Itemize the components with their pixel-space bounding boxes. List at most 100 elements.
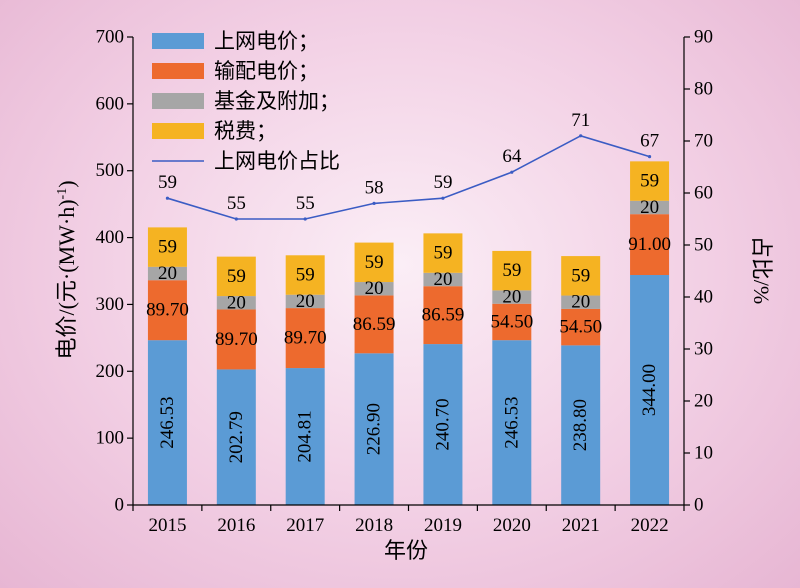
bar-segment-2 bbox=[216, 296, 256, 310]
legend-swatch bbox=[152, 123, 204, 139]
x-tick-label: 2018 bbox=[355, 515, 393, 536]
bar-segment-0 bbox=[285, 368, 325, 505]
share-point bbox=[579, 134, 583, 138]
share-label: 55 bbox=[296, 193, 315, 214]
legend-label: 税费； bbox=[214, 119, 277, 143]
bar-segment-2 bbox=[630, 200, 670, 215]
bar-value-label: 59 bbox=[433, 243, 452, 264]
bar-segment-0 bbox=[147, 340, 187, 505]
bar-segment-1 bbox=[354, 295, 394, 354]
y2-axis-title: 占比/% bbox=[749, 236, 774, 304]
bar-segment-1 bbox=[561, 308, 601, 346]
bar-value-label: 246.53 bbox=[157, 396, 178, 448]
bar-value-label: 240.70 bbox=[432, 398, 453, 450]
bar-segment-2 bbox=[561, 295, 601, 309]
bar-value-label: 89.70 bbox=[215, 329, 258, 350]
bar-value-label: 59 bbox=[158, 237, 177, 258]
bar-segment-2 bbox=[423, 272, 463, 287]
y-axis-title: 电价/(元·(MW·h)-1) bbox=[54, 180, 79, 359]
share-point bbox=[234, 217, 238, 221]
bar-value-label: 54.50 bbox=[559, 317, 602, 338]
bar-segment-1 bbox=[630, 214, 670, 276]
legend-label: 基金及附加； bbox=[214, 89, 340, 113]
bar-value-label: 86.59 bbox=[353, 314, 396, 335]
y2-tick-label: 70 bbox=[694, 131, 713, 152]
y-tick-label: 500 bbox=[96, 160, 125, 181]
bar-segment-2 bbox=[492, 290, 532, 304]
bar-value-label: 59 bbox=[502, 260, 521, 281]
line-layer: 59 55 55 58 59 64 71 67 bbox=[158, 110, 659, 221]
bar-value-label: 238.80 bbox=[570, 399, 591, 451]
y2-tick-label: 0 bbox=[694, 495, 704, 516]
bar-value-label: 20 bbox=[365, 278, 384, 299]
y2-tick-label: 10 bbox=[694, 443, 713, 464]
share-label: 55 bbox=[227, 193, 246, 214]
bar-value-label: 246.53 bbox=[501, 396, 522, 448]
bar-segment-3 bbox=[492, 250, 532, 291]
bar-segment-3 bbox=[216, 256, 256, 297]
bars-layer: 246.53 89.70 20 59 202.79 89.70 20 59 204.81 89.7… bbox=[146, 161, 671, 505]
x-tick-label: 2019 bbox=[424, 515, 462, 536]
bar-segment-1 bbox=[285, 308, 325, 369]
x-tick-label: 2020 bbox=[493, 515, 531, 536]
bar-value-label: 59 bbox=[227, 266, 246, 287]
bar-value-label: 202.79 bbox=[226, 411, 247, 463]
bar-segment-0 bbox=[423, 344, 463, 505]
x-tick-label: 2016 bbox=[217, 515, 255, 536]
bar-value-label: 20 bbox=[227, 292, 246, 313]
y-axis-title-close: ) bbox=[54, 180, 79, 187]
share-point bbox=[441, 196, 445, 200]
bar-segment-1 bbox=[492, 303, 532, 341]
bar-segment-2 bbox=[285, 294, 325, 309]
share-point bbox=[510, 170, 514, 174]
bar-segment-2 bbox=[147, 266, 187, 281]
bar-value-label: 20 bbox=[640, 197, 659, 218]
bar-segment-3 bbox=[354, 242, 394, 283]
share-point bbox=[372, 201, 376, 205]
y-axis-title-main: 电价/(元·(MW·h) bbox=[54, 199, 79, 359]
share-label: 59 bbox=[433, 172, 452, 193]
x-tick-label: 2021 bbox=[562, 515, 600, 536]
bar-value-label: 20 bbox=[158, 263, 177, 284]
share-label: 58 bbox=[365, 177, 384, 198]
legend-swatch bbox=[152, 93, 204, 109]
legend-swatch bbox=[152, 33, 204, 49]
bar-segment-0 bbox=[492, 340, 532, 505]
bar-value-label: 20 bbox=[571, 292, 590, 313]
share-line bbox=[167, 134, 650, 220]
y-tick-label: 0 bbox=[115, 495, 125, 516]
bar-value-label: 54.50 bbox=[490, 311, 533, 332]
bar-segment-3 bbox=[423, 233, 463, 273]
axes-layer: 0 100 200 300 400 500 600 700 0 10 20 30 40 50 60 70 80 9… bbox=[96, 27, 714, 537]
y-tick-label: 600 bbox=[96, 93, 125, 114]
y-axis-title-sup: -1 bbox=[55, 188, 70, 200]
share-label: 64 bbox=[502, 146, 522, 167]
bar-value-label: 59 bbox=[571, 265, 590, 286]
bar-segment-0 bbox=[216, 369, 256, 505]
bar-value-label: 20 bbox=[433, 269, 452, 290]
y-tick-label: 100 bbox=[96, 428, 125, 449]
bar-segment-3 bbox=[630, 161, 670, 201]
bar-segment-0 bbox=[630, 275, 670, 505]
y2-tick-label: 90 bbox=[694, 27, 713, 48]
bar-value-label: 86.59 bbox=[422, 305, 465, 326]
y-tick-label: 700 bbox=[96, 27, 125, 48]
x-tick-label: 2022 bbox=[631, 515, 669, 536]
bar-value-label: 59 bbox=[365, 252, 384, 273]
share-point bbox=[303, 217, 307, 221]
share-label: 67 bbox=[640, 131, 659, 152]
y-tick-label: 200 bbox=[96, 361, 125, 382]
legend: 上网电价； 输配电价； 基金及附加； 税费； 上网电价占比 bbox=[152, 29, 340, 173]
legend-label: 上网电价占比 bbox=[214, 149, 340, 173]
x-tick-label: 2017 bbox=[286, 515, 324, 536]
bar-segment-1 bbox=[423, 286, 463, 345]
y2-tick-label: 20 bbox=[694, 391, 713, 412]
x-tick-label: 2015 bbox=[148, 515, 186, 536]
bar-segment-3 bbox=[285, 255, 325, 295]
legend-label: 输配电价； bbox=[214, 59, 319, 83]
bar-value-label: 59 bbox=[640, 171, 659, 192]
bar-value-label: 20 bbox=[296, 291, 315, 312]
bar-segment-0 bbox=[561, 345, 601, 505]
bar-segment-3 bbox=[147, 227, 187, 267]
bar-segment-0 bbox=[354, 353, 394, 505]
